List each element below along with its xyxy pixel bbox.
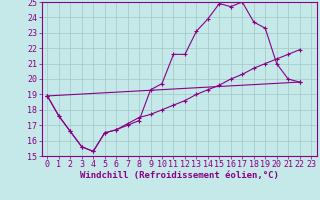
X-axis label: Windchill (Refroidissement éolien,°C): Windchill (Refroidissement éolien,°C) <box>80 171 279 180</box>
